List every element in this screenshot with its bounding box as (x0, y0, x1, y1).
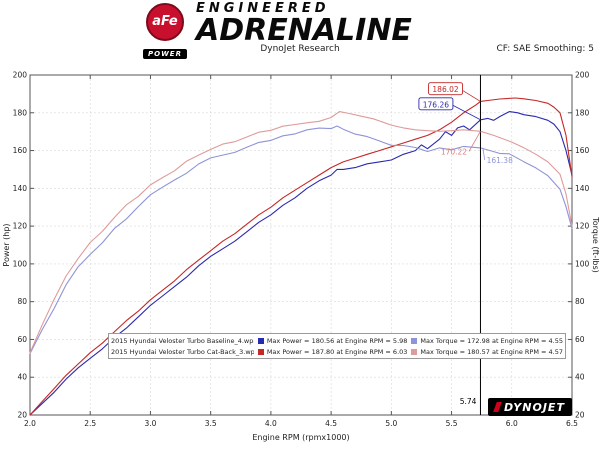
svg-text:Torque (ft-lbs): Torque (ft-lbs) (591, 216, 600, 273)
power-swatch-catback (257, 348, 264, 355)
power-swatch-baseline (257, 337, 264, 344)
chart-subtitle: DynoJet Research (260, 44, 340, 54)
svg-text:186.02: 186.02 (432, 85, 458, 94)
svg-text:200: 200 (575, 71, 590, 80)
svg-text:3.5: 3.5 (205, 419, 217, 428)
svg-text:6.5: 6.5 (566, 419, 578, 428)
torque-swatch-baseline (411, 337, 418, 344)
svg-text:140: 140 (575, 184, 590, 193)
svg-text:4.5: 4.5 (325, 419, 337, 428)
svg-text:160: 160 (575, 146, 590, 155)
brand-engineered-text: ENGINEERED (196, 1, 330, 16)
svg-text:6.0: 6.0 (506, 419, 518, 428)
max-torque-baseline: Max Torque = 172.98 at Engine RPM = 4.55 (420, 336, 563, 345)
svg-text:5.74: 5.74 (460, 397, 477, 406)
svg-text:170.22: 170.22 (441, 148, 467, 157)
svg-text:60: 60 (575, 335, 585, 344)
brand-adrenaline-text: ADRENALINE (196, 13, 412, 48)
svg-text:40: 40 (575, 373, 585, 382)
legend-row-baseline: 2015 Hyundai Veloster Turbo Baseline_4.w… (111, 335, 563, 346)
svg-text:120: 120 (575, 222, 590, 231)
svg-text:100: 100 (13, 259, 28, 268)
torque-swatch-catback (411, 348, 418, 355)
svg-text:5.0: 5.0 (385, 419, 397, 428)
svg-text:Engine RPM (rpmx1000): Engine RPM (rpmx1000) (252, 433, 349, 442)
svg-text:160: 160 (13, 146, 28, 155)
svg-text:5.5: 5.5 (446, 419, 458, 428)
smoothing-setting-label: CF: SAE Smoothing: 5 (496, 44, 594, 54)
brand-wordmark: ENGINEERED ADRENALINE (196, 2, 412, 46)
afe-logo-banner: POWER (143, 49, 187, 59)
run-name-catback: 2015 Hyundai Veloster Turbo Cat-Back_3.w… (111, 347, 254, 356)
svg-text:2.0: 2.0 (24, 419, 36, 428)
svg-text:2.5: 2.5 (84, 419, 96, 428)
max-power-baseline: Max Power = 180.56 at Engine RPM = 5.98 (266, 336, 408, 345)
afe-power-logo: aFe POWER (143, 3, 187, 60)
svg-text:176.26: 176.26 (423, 100, 449, 109)
svg-text:20: 20 (17, 411, 27, 420)
svg-text:140: 140 (13, 184, 28, 193)
dynojet-logo: DYNOJET (488, 398, 572, 416)
max-power-catback: Max Power = 187.80 at Engine RPM = 6.03 (266, 347, 408, 356)
svg-text:120: 120 (13, 222, 28, 231)
svg-text:180: 180 (13, 108, 28, 117)
svg-text:100: 100 (575, 259, 590, 268)
svg-text:4.0: 4.0 (265, 419, 277, 428)
legend-row-catback: 2015 Hyundai Veloster Turbo Cat-Back_3.w… (111, 346, 563, 357)
svg-text:80: 80 (575, 297, 585, 306)
max-torque-catback: Max Torque = 180.57 at Engine RPM = 4.57 (420, 347, 563, 356)
svg-text:Power (hp): Power (hp) (2, 223, 11, 266)
svg-text:200: 200 (13, 71, 28, 80)
run-name-baseline: 2015 Hyundai Veloster Turbo Baseline_4.w… (111, 336, 254, 345)
legend-box: 2015 Hyundai Veloster Turbo Baseline_4.w… (108, 333, 566, 359)
svg-text:60: 60 (17, 335, 27, 344)
dynojet-red-slash-icon (493, 402, 502, 412)
afe-logo-circle: aFe (146, 3, 184, 41)
svg-text:40: 40 (17, 373, 27, 382)
svg-text:3.0: 3.0 (144, 419, 156, 428)
svg-text:161.38: 161.38 (487, 156, 513, 165)
svg-text:80: 80 (17, 297, 27, 306)
svg-text:180: 180 (575, 108, 590, 117)
dynojet-logo-text: DYNOJET (504, 400, 565, 414)
svg-text:20: 20 (575, 411, 585, 420)
